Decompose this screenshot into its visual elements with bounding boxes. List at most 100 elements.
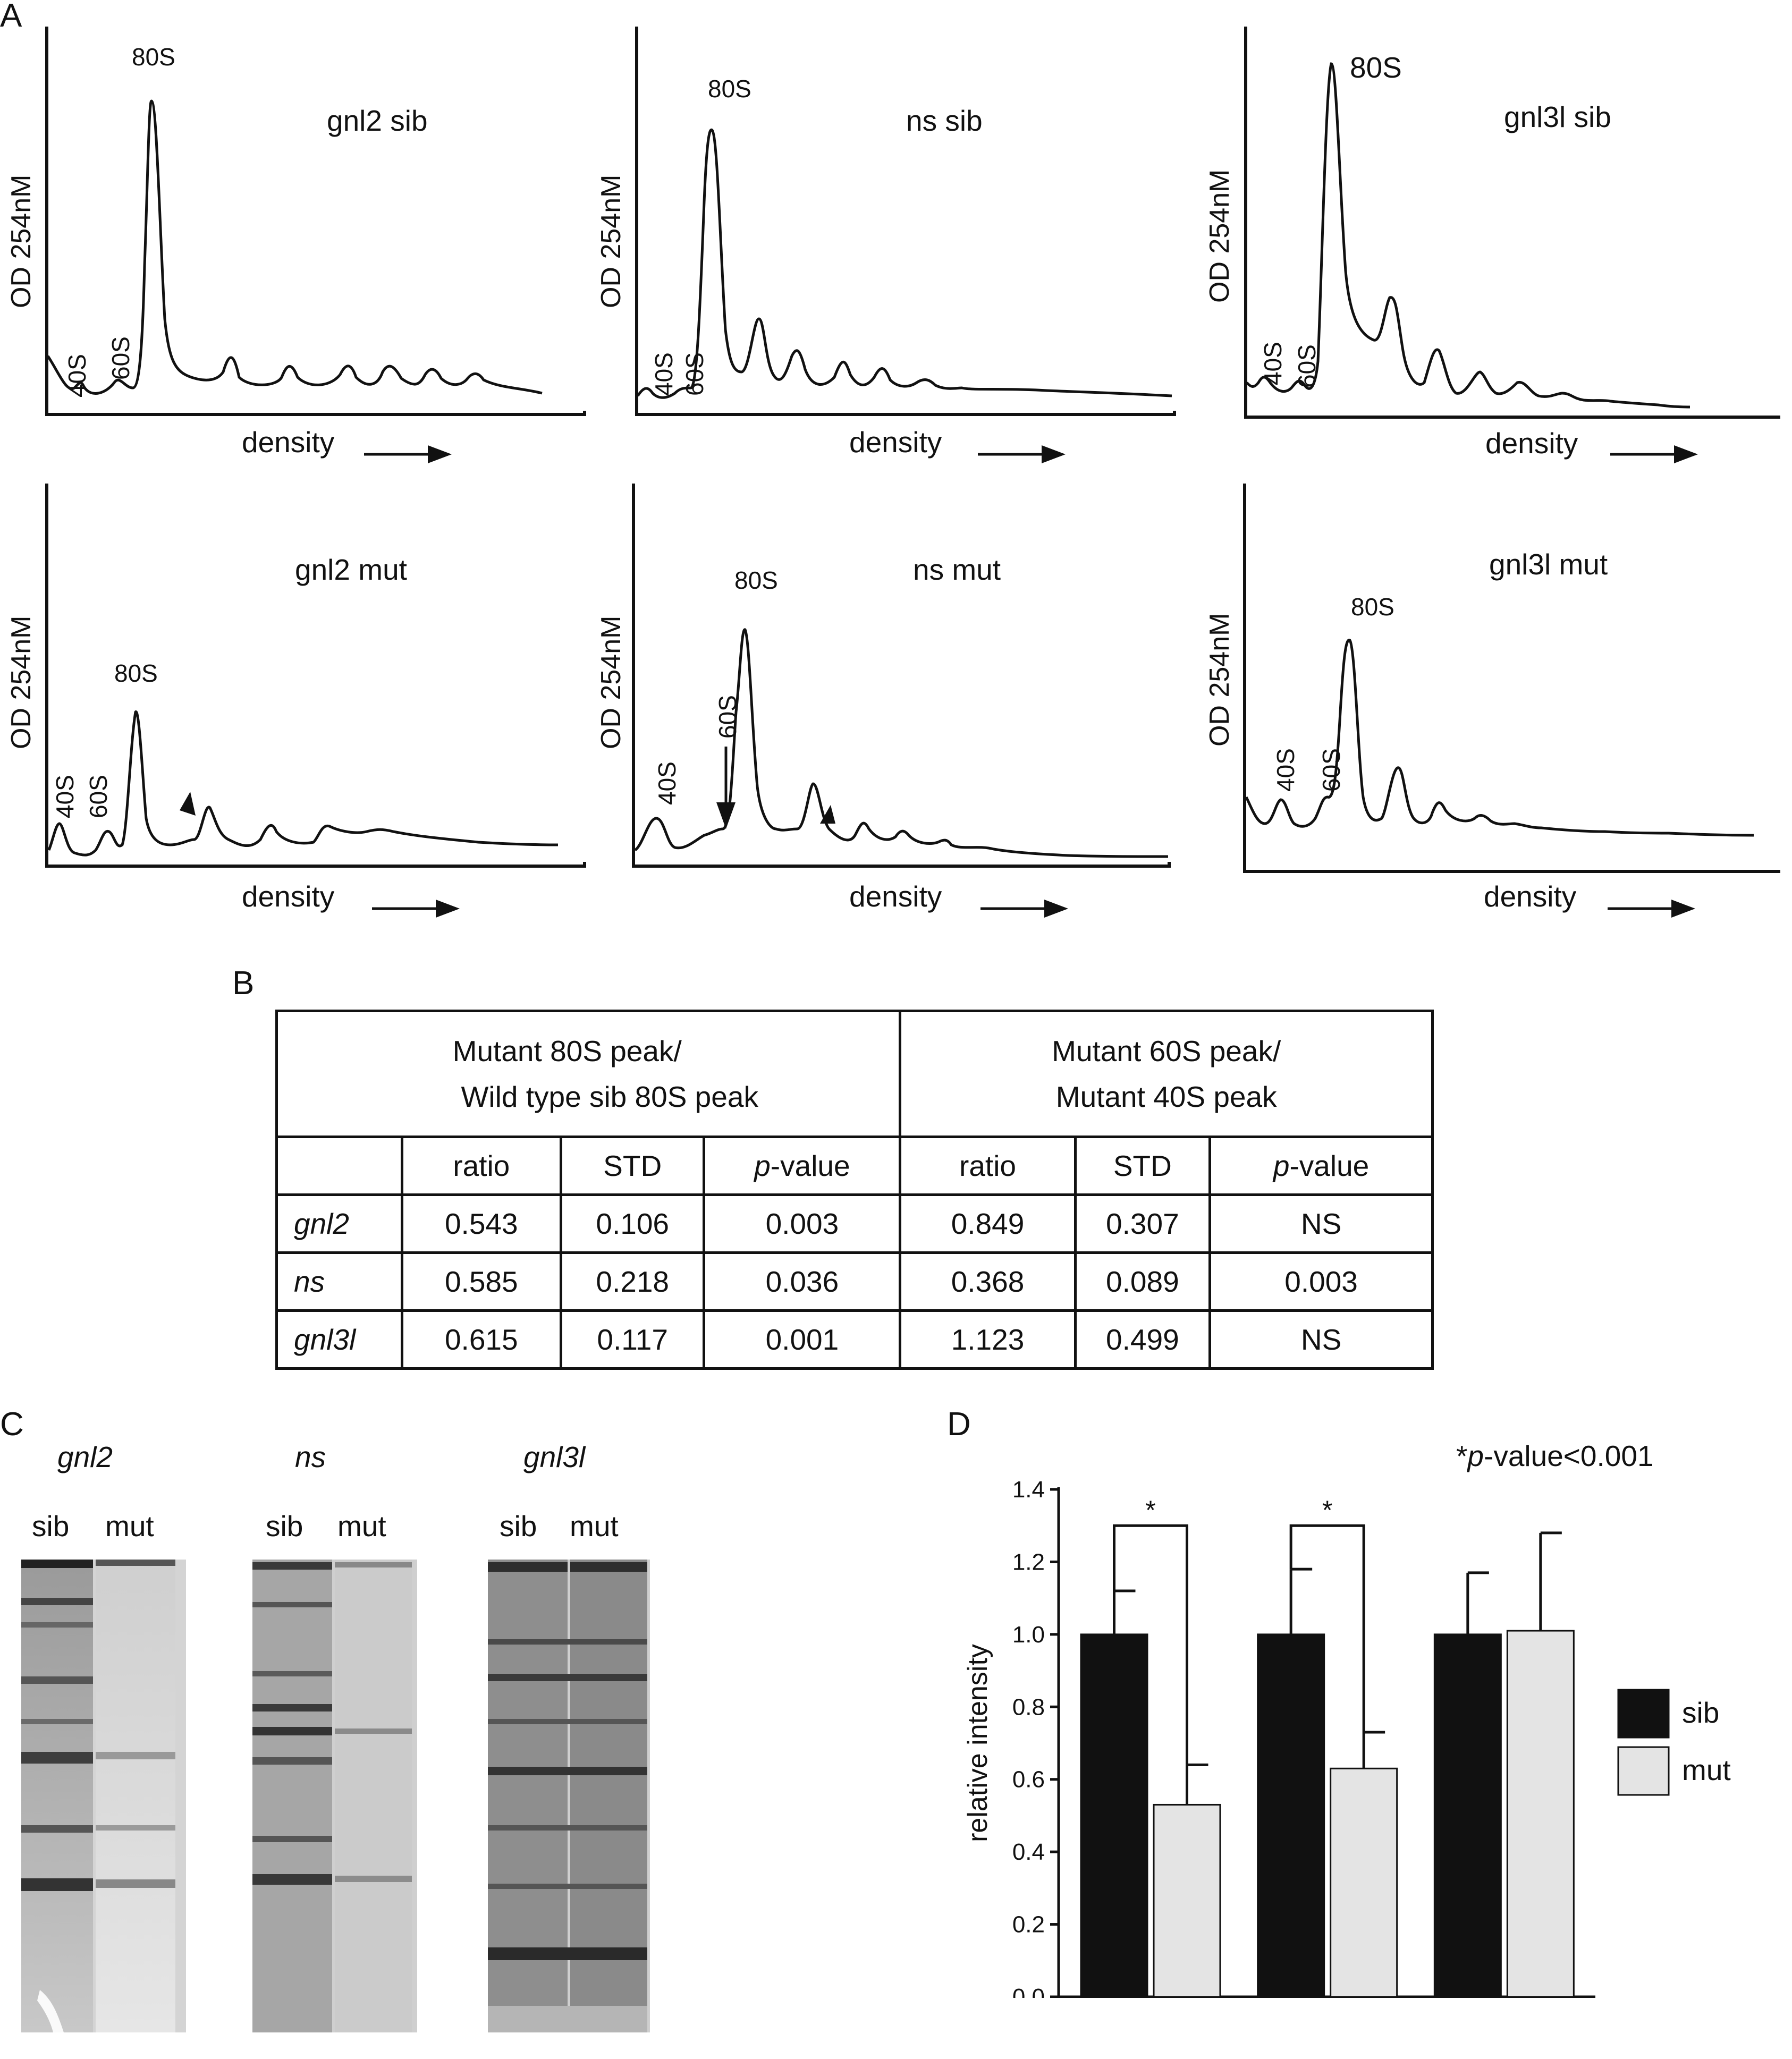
y-tick-label: 1.0 <box>1012 1622 1045 1648</box>
table-cell: 0.003 <box>703 1193 902 1254</box>
y-tick-label: 1.2 <box>1012 1549 1045 1575</box>
table-cell: 0.003 <box>1208 1251 1434 1312</box>
table-cell: 0.117 <box>559 1309 706 1370</box>
p-italic: p <box>1273 1149 1290 1182</box>
density-arrow-icon <box>1608 900 1695 918</box>
table-cell: 0.615 <box>400 1309 562 1370</box>
density-arrow-icon <box>1610 445 1698 463</box>
peak-label-80s: 80S <box>132 43 175 71</box>
table-row-label: gnl3l <box>275 1309 403 1370</box>
table-header-ratio: ratio <box>899 1136 1077 1196</box>
arrowhead-icon <box>820 805 835 824</box>
profile-gnl3l-sib: OD 254nM gnl3l sib 40S 60S 80S density <box>1190 21 1780 484</box>
table-header-ratio: ratio <box>400 1136 562 1196</box>
bar-sib-gnl2 <box>1080 1633 1148 1998</box>
profile-gnl3l-mut-plot <box>1243 484 1780 873</box>
density-arrow-icon <box>372 900 460 918</box>
table-header-row: ratio STD p-value ratio STD p-value <box>275 1136 1434 1196</box>
y-tick-label: 0.2 <box>1012 1912 1045 1938</box>
gel-gene-label: ns <box>295 1441 326 1473</box>
peak-label-60s: 60S <box>84 775 112 818</box>
profile-xlabel: density <box>242 880 335 913</box>
significance-bracket <box>1113 1524 1188 1765</box>
bar-mut-gnl3l <box>1506 1630 1575 1998</box>
gel-lane-sib: sib <box>32 1510 70 1543</box>
table-row: gnl2 0.543 0.106 0.003 0.849 0.307 NS <box>275 1193 1434 1254</box>
peak-label-60s: 60S <box>1293 344 1321 388</box>
profile-ylabel: OD 254nM <box>6 615 37 749</box>
density-arrow-icon <box>978 445 1066 463</box>
peak-ratio-table: Mutant 80S peak/ Wild type sib 80S peak … <box>275 1010 1434 1370</box>
profile-xlabel: density <box>849 426 942 459</box>
profile-gnl2-sib: OD 254nM gnl2 sib 40S 60S 80S density <box>0 21 590 484</box>
table-header-pvalue: p-value <box>703 1136 902 1196</box>
panel-letter-d: D <box>947 1406 971 1443</box>
legend-swatch-mut <box>1617 1746 1670 1796</box>
note-rest: -value<0.001 <box>1484 1439 1654 1472</box>
table-row-label: ns <box>275 1251 403 1312</box>
profile-xlabel: density <box>1485 427 1578 460</box>
y-tick-label: 0.6 <box>1012 1767 1045 1793</box>
p-italic: p <box>754 1149 771 1182</box>
table-row-label: gnl2 <box>275 1193 403 1254</box>
profile-gnl2-mut: OD 254nM gnl2 mut 40S 60S 80S density <box>0 478 590 940</box>
pvalue-suffix: -value <box>770 1149 850 1182</box>
profile-gnl3l-mut: OD 254nM gnl3l mut 40S 60S 80S density <box>1190 478 1780 940</box>
peak-label-40s: 40S <box>653 761 681 805</box>
bar-mut-gnl2 <box>1153 1803 1221 1998</box>
arrowhead-icon <box>180 792 196 816</box>
profile-xlabel: density <box>849 880 942 913</box>
profile-xlabel: density <box>1484 880 1577 913</box>
legend-label-sib: sib <box>1682 1696 1719 1729</box>
y-tick-label: 1.4 <box>1012 1477 1045 1503</box>
peak-label-80s: 80S <box>114 659 158 687</box>
profile-title: gnl2 mut <box>295 553 407 586</box>
gel-image-gnl2 <box>21 1560 186 2032</box>
table-cell: NS <box>1208 1309 1434 1370</box>
table-cell: 0.001 <box>703 1309 902 1370</box>
profile-ylabel: OD 254nM <box>1204 169 1235 303</box>
profile-title: gnl3l mut <box>1489 548 1608 581</box>
y-axis-label: relative intensity <box>962 1644 993 1842</box>
bar-sib-gnl3l <box>1433 1633 1502 1998</box>
gel-lane-mut: mut <box>105 1510 154 1543</box>
profile-gnl2-mut-plot <box>45 484 586 868</box>
profile-ns-mut: OD 254nM ns mut 40S 60S 80S density <box>590 478 1180 940</box>
gel-lane-sib: sib <box>266 1510 303 1543</box>
peak-label-40s: 40S <box>650 352 678 396</box>
significance-note: *p-value<0.001 <box>1456 1439 1654 1473</box>
legend-swatch-sib <box>1617 1689 1670 1739</box>
profile-gnl2-sib-plot <box>45 27 586 416</box>
table-cell: 0.106 <box>559 1193 706 1254</box>
gel-lane-sib: sib <box>500 1510 537 1543</box>
gel-lane-mut: mut <box>570 1510 619 1543</box>
density-arrow-icon <box>364 445 452 463</box>
significance-star: * <box>1145 1495 1155 1525</box>
group1-line2: Wild type sib 80S peak <box>461 1080 758 1113</box>
table-row: ns 0.585 0.218 0.036 0.368 0.089 0.003 <box>275 1251 1434 1312</box>
bar-chart: 0.0 0.2 0.4 0.6 0.8 1.0 1.2 1.4 relative intensi… <box>962 1477 1731 1998</box>
profile-ns-sib: OD 254nM ns sib 40S 60S 80S density <box>590 21 1180 484</box>
table-cell: 0.368 <box>899 1251 1077 1312</box>
pvalue-suffix: -value <box>1289 1149 1370 1182</box>
table-cell: 0.036 <box>703 1251 902 1312</box>
gel-lane-mut: mut <box>337 1510 386 1543</box>
peak-label-40s: 40S <box>1259 342 1287 385</box>
gel-gene-label: gnl2 <box>57 1441 113 1473</box>
significance-bracket <box>1289 1524 1365 1733</box>
panel-letter-a: A <box>0 0 22 34</box>
peak-label-40s: 40S <box>1272 748 1299 792</box>
panel-letter-c: C <box>0 1406 24 1443</box>
table-cell: 0.499 <box>1073 1309 1212 1370</box>
note-star: * <box>1456 1439 1468 1472</box>
profile-ylabel: OD 254nM <box>596 174 627 308</box>
profile-title: ns mut <box>913 553 1001 586</box>
bar-sib-ns <box>1257 1633 1325 1998</box>
table-header-pvalue: p-value <box>1208 1136 1434 1196</box>
bar-mut-ns <box>1330 1767 1398 1998</box>
y-tick-label: 0.8 <box>1012 1694 1045 1720</box>
group2-line1: Mutant 60S peak/ <box>1052 1035 1281 1067</box>
profile-ns-sib-plot <box>635 27 1176 416</box>
group1-line1: Mutant 80S peak/ <box>452 1035 682 1067</box>
table-cell: 0.307 <box>1073 1193 1212 1254</box>
